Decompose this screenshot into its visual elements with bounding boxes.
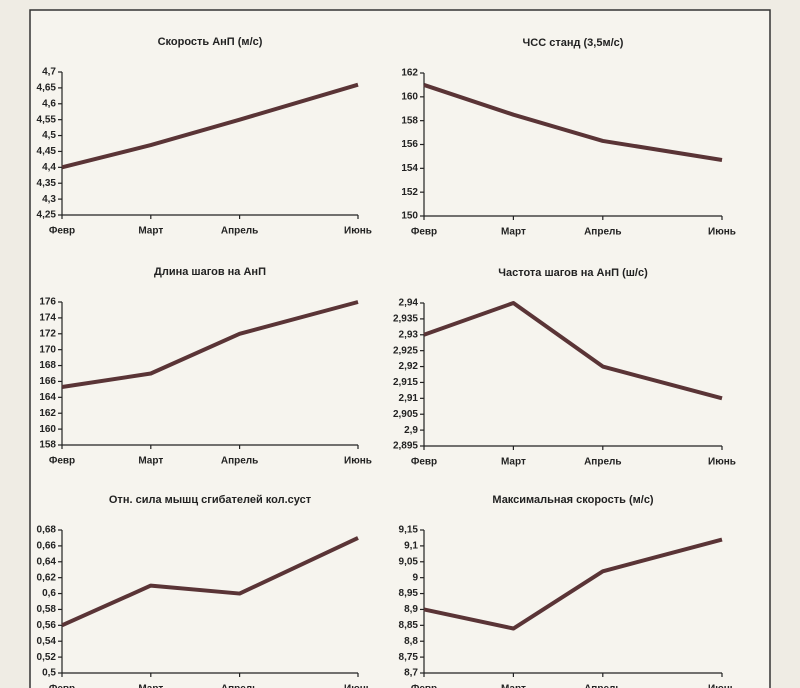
y-tick-label: 152	[401, 187, 418, 198]
y-tick-label: 2,93	[399, 329, 419, 340]
y-tick-label: 9,1	[404, 541, 418, 552]
y-tick-label: 9,05	[399, 556, 419, 567]
chart-title: Максимальная скорость (м/с)	[492, 494, 654, 506]
x-tick-label: Февр	[411, 227, 437, 238]
y-tick-label: 4,4	[42, 162, 56, 173]
y-tick-label: 158	[39, 440, 56, 451]
data-line	[61, 300, 359, 389]
y-tick-label: 2,94	[399, 298, 419, 309]
y-tick-label: 174	[39, 313, 56, 324]
y-tick-label: 2,91	[399, 393, 419, 404]
y-tick-label: 8,75	[399, 652, 419, 663]
x-tick-label: Февр	[49, 456, 75, 467]
y-tick-label: 2,92	[399, 361, 419, 372]
y-tick-label: 170	[39, 344, 56, 355]
data-line	[423, 301, 723, 401]
y-tick-label: 4,7	[42, 67, 56, 78]
x-tick-label: Февр	[411, 457, 437, 468]
x-tick-label: Июнь	[344, 226, 372, 237]
y-tick-label: 8,8	[404, 636, 418, 647]
x-tick-label: Март	[501, 684, 526, 688]
x-tick-label: Апрель	[221, 226, 258, 237]
data-line	[61, 82, 359, 170]
y-tick-label: 176	[39, 297, 56, 308]
chart-title: Частота шагов на АнП (ш/с)	[498, 267, 648, 279]
y-tick-label: 162	[401, 68, 418, 79]
x-tick-label: Апрель	[584, 684, 621, 688]
y-tick-label: 164	[39, 392, 56, 403]
y-tick-label: 8,9	[404, 604, 418, 615]
y-tick-label: 4,6	[42, 98, 56, 109]
x-tick-label: Июнь	[344, 684, 372, 688]
y-tick-label: 0,54	[37, 636, 57, 647]
x-tick-label: Февр	[49, 684, 75, 688]
y-tick-label: 4,3	[42, 194, 56, 205]
x-tick-label: Февр	[49, 226, 75, 237]
y-tick-label: 0,6	[42, 588, 56, 599]
y-tick-label: 160	[401, 91, 418, 102]
x-tick-label: Апрель	[221, 684, 258, 688]
data-line	[423, 83, 723, 162]
y-tick-label: 160	[39, 424, 56, 435]
y-tick-label: 2,915	[393, 377, 418, 388]
chart-title: ЧСС станд (3,5м/с)	[523, 37, 624, 49]
x-tick-label: Апрель	[221, 456, 258, 467]
chart-title: Длина шагов на АнП	[154, 266, 266, 278]
y-tick-label: 8,85	[399, 620, 419, 631]
x-tick-label: Март	[501, 227, 526, 238]
y-tick-label: 0,56	[37, 620, 57, 631]
y-tick-label: 154	[401, 163, 418, 174]
y-tick-label: 9,15	[399, 525, 419, 536]
y-tick-label: 0,68	[37, 525, 57, 536]
frame	[29, 9, 771, 688]
y-tick-label: 0,5	[42, 668, 56, 679]
y-tick-label: 156	[401, 139, 418, 150]
y-tick-label: 0,58	[37, 604, 57, 615]
x-tick-label: Февр	[411, 684, 437, 688]
y-tick-label: 172	[39, 328, 56, 339]
x-tick-label: Апрель	[584, 457, 621, 468]
x-tick-label: Июнь	[708, 684, 736, 688]
y-tick-label: 168	[39, 360, 56, 371]
y-tick-label: 0,62	[37, 572, 57, 583]
y-tick-label: 4,35	[37, 178, 57, 189]
y-tick-label: 2,905	[393, 409, 418, 420]
y-tick-label: 158	[401, 115, 418, 126]
y-tick-label: 4,55	[37, 114, 57, 125]
y-tick-label: 4,65	[37, 83, 57, 94]
y-tick-label: 2,9	[404, 425, 418, 436]
x-tick-label: Март	[501, 457, 526, 468]
x-tick-label: Март	[138, 226, 163, 237]
x-tick-label: Апрель	[584, 227, 621, 238]
y-tick-label: 162	[39, 408, 56, 419]
x-tick-label: Июнь	[708, 457, 736, 468]
data-line	[61, 536, 359, 628]
chart-title: Скорость АнП (м/с)	[158, 36, 263, 48]
y-tick-label: 2,935	[393, 314, 418, 325]
x-tick-label: Март	[138, 456, 163, 467]
chart-title: Отн. сила мышц сгибателей кол.суст	[109, 494, 312, 506]
x-tick-label: Июнь	[344, 456, 372, 467]
y-tick-label: 0,64	[37, 556, 57, 567]
y-tick-label: 2,925	[393, 345, 418, 356]
y-tick-label: 2,895	[393, 441, 418, 452]
y-tick-label: 9	[412, 572, 418, 583]
x-tick-label: Июнь	[708, 227, 736, 238]
y-tick-label: 8,7	[404, 668, 418, 679]
y-tick-label: 4,45	[37, 146, 57, 157]
y-tick-label: 166	[39, 376, 56, 387]
y-tick-label: 0,66	[37, 541, 57, 552]
y-tick-label: 4,25	[37, 210, 57, 221]
y-tick-label: 8,95	[399, 588, 419, 599]
y-tick-label: 4,5	[42, 130, 56, 141]
data-line	[423, 537, 723, 631]
y-tick-label: 150	[401, 211, 418, 222]
x-tick-label: Март	[138, 684, 163, 688]
y-tick-label: 0,52	[37, 652, 57, 663]
